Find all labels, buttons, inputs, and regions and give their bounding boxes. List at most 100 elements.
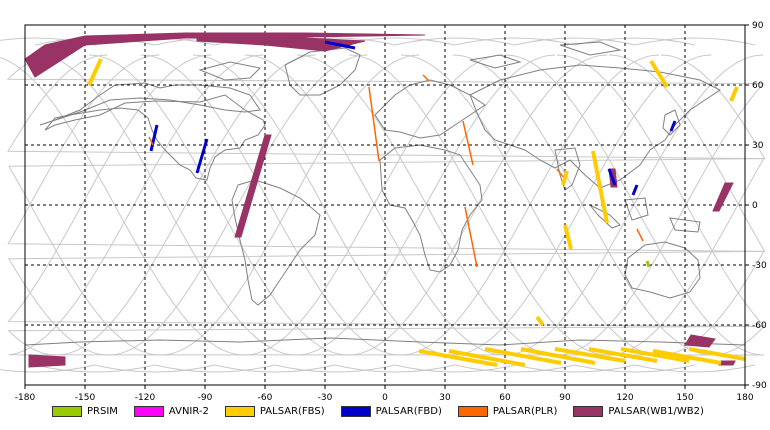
orbit-arc-south (0, 364, 96, 373)
swath-fbs (563, 224, 573, 250)
orbit-arc-south (514, 364, 636, 373)
legend-swatch-palsar-plr (457, 405, 488, 417)
swath-plr (368, 86, 380, 162)
swath-fbs (591, 150, 609, 224)
swath-fbs (520, 347, 596, 365)
swath-fbs (561, 170, 569, 186)
legend-item-palsar-wb: PALSAR(WB1/WB2) (573, 405, 704, 417)
y-tick-label: 60 (752, 81, 764, 91)
land-japan (662, 109, 681, 136)
x-tick-label: 60 (499, 393, 511, 403)
x-tick-label: -180 (15, 393, 36, 403)
swath-fbd (607, 168, 617, 186)
legend-item-prism: PRSIM (52, 405, 118, 417)
orbit-arc-south (394, 364, 516, 373)
legend-item-avnir2: AVNIR-2 (133, 405, 209, 417)
orbit-track (7, 54, 766, 356)
orbit-arc-south (454, 364, 576, 373)
x-tick-label: -120 (135, 393, 156, 403)
legend-label-palsar-fbd: PALSAR(FBD) (375, 405, 442, 417)
acquisition-swaths (24, 32, 746, 368)
y-tick-label: 30 (752, 141, 764, 151)
swath-palsar-wb (712, 182, 734, 212)
y-tick-label: 90 (752, 21, 764, 31)
orbit-arc-north (634, 37, 756, 46)
orbit-arc-north (394, 37, 516, 46)
swath-fbd (669, 120, 677, 132)
swath-fbs (688, 347, 746, 361)
orbit-arc-south (334, 364, 456, 373)
swath-fbd (149, 124, 159, 152)
orbit-track (8, 54, 765, 356)
swath-fbs (652, 349, 722, 365)
swath-plr (462, 120, 474, 166)
legend-label-palsar-plr: PALSAR(PLR) (492, 405, 558, 417)
legend-item-palsar-fbs: PALSAR(FBS) (224, 405, 325, 417)
orbit-arc-south (94, 364, 216, 373)
x-tick-label: -30 (318, 393, 333, 403)
x-tick-label: 0 (382, 393, 388, 403)
legend-label-palsar-fbs: PALSAR(FBS) (259, 405, 325, 417)
orbit-arc-south (574, 364, 696, 373)
swath-fbd (324, 40, 356, 50)
x-tick-label: 30 (439, 393, 451, 403)
swath-palsar-wb (684, 334, 716, 348)
legend-swatch-palsar-fbd (340, 405, 371, 417)
orbit-arc-north (574, 37, 696, 46)
y-tick-label: -60 (752, 321, 767, 331)
land-europe (374, 79, 486, 139)
swath-fbs (484, 347, 562, 365)
swath-fbs (87, 58, 103, 86)
swath-palsar-wb (24, 32, 426, 78)
orbit-track (7, 54, 766, 356)
orbit-arc-south (154, 364, 276, 373)
swath-fbs (729, 86, 739, 102)
land-antarctica (24, 337, 746, 346)
land-asia (469, 64, 721, 189)
swath-prism (645, 260, 651, 268)
swath-fbd (195, 138, 209, 174)
swath-fbs (448, 349, 526, 367)
y-tick-label: 0 (752, 201, 758, 211)
land-arctic-islands (198, 41, 622, 81)
swath-fbs (418, 349, 498, 367)
legend: PRSIM AVNIR-2 PALSAR(FBS) PALSAR(FBD) PA… (52, 401, 720, 421)
x-tick-label: -90 (198, 393, 213, 403)
land-india (554, 147, 581, 191)
axis-ticks: -180 -150 -120 -90 -60 -30 0 30 60 90 120 150 180 90 6… (15, 21, 767, 403)
legend-label-palsar-wb: PALSAR(WB1/WB2) (608, 405, 704, 417)
orbit-arc-south (634, 364, 756, 373)
swath-plr (422, 74, 430, 82)
orbit-arc-north (514, 37, 636, 46)
swath-palsar-wb (718, 360, 736, 366)
land-north-america (44, 94, 266, 181)
legend-swatch-prism (52, 405, 82, 417)
swath-fbs (620, 347, 690, 363)
swath-fbs (649, 59, 669, 89)
legend-item-palsar-fbd: PALSAR(FBD) (340, 405, 442, 417)
swath-palsar-wb (196, 36, 366, 52)
x-tick-label: 90 (559, 393, 571, 403)
legend-swatch-palsar-fbs (224, 405, 255, 417)
swath-fbs (554, 347, 626, 363)
land-outline (24, 41, 746, 346)
orbit-arc-south (214, 364, 336, 373)
orbit-arc-north (454, 37, 576, 46)
swath-fbd (631, 184, 639, 196)
swath-plr (464, 206, 478, 268)
map-gridlines (25, 25, 745, 385)
swath-plr (556, 168, 564, 178)
land-africa (379, 144, 483, 273)
x-tick-label: 120 (616, 393, 633, 403)
x-tick-label: -60 (258, 393, 273, 403)
orbit-track (8, 54, 766, 356)
land-australia (624, 241, 701, 299)
swath-fbs (535, 315, 545, 327)
legend-swatch-avnir2 (133, 405, 164, 417)
x-tick-label: -150 (75, 393, 96, 403)
legend-item-palsar-plr: PALSAR(PLR) (457, 405, 558, 417)
y-tick-label: -30 (752, 261, 767, 271)
legend-swatch-palsar-wb (573, 405, 604, 417)
orbit-arc-south (34, 364, 156, 373)
